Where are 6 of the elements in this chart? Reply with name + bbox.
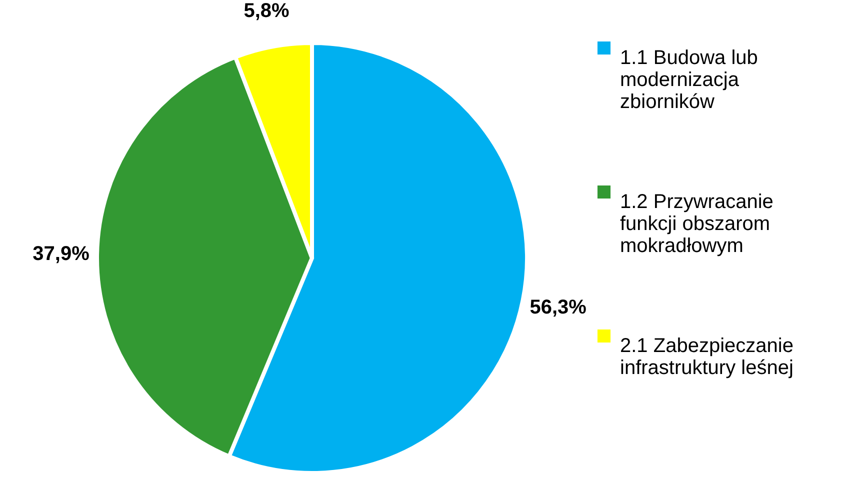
legend-label: 1.1 Budowa lub modernizacja zbiorników <box>620 47 758 113</box>
legend-label: 2.1 Zabezpieczanie infrastruktury leśnej <box>620 335 794 379</box>
data-label: 56,3% <box>530 296 587 318</box>
data-label: 37,9% <box>32 243 90 266</box>
data-label: 5,8% <box>244 0 290 22</box>
legend-label: 1.2 Przywracanie funkcji obszarom mokradłowym <box>620 191 774 257</box>
